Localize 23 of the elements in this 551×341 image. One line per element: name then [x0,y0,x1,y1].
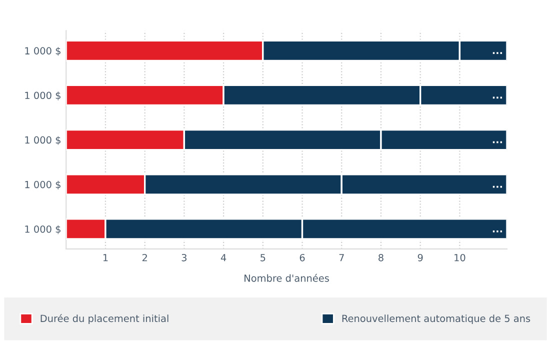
annotation: ... [492,186,502,188]
x-tick-label: 10 [454,254,466,262]
y-tick-label: 1 000 $ [25,136,60,145]
annotation: ... [492,96,502,99]
y-tick-label: 1 000 $ [25,180,60,190]
y-tick-label: 1 000 $ [25,92,60,100]
annotation: ... [492,52,502,54]
legend-label: Durée du placement initial [40,314,168,324]
x-tick-label: 4 [220,254,226,262]
x-tick-label: 8 [378,254,384,262]
legend-label: Renouvellement automatique de 5 ans [342,314,530,324]
x-tick-label: 3 [182,254,187,262]
x-tick-label: 5 [260,254,266,262]
x-tick-label: 7 [339,254,344,262]
x-tick-label: 1 [103,254,108,262]
annotation: ... [492,141,502,144]
x-axis-title: Nombre d'années [244,274,329,282]
x-tick-label: 6 [300,254,305,262]
y-tick-label: 1 000 $ [25,46,60,56]
y-tick-label: 1 000 $ [25,225,60,234]
x-tick-label: 9 [418,254,423,262]
annotation: ... [492,230,502,232]
x-tick-label: 2 [142,254,147,262]
